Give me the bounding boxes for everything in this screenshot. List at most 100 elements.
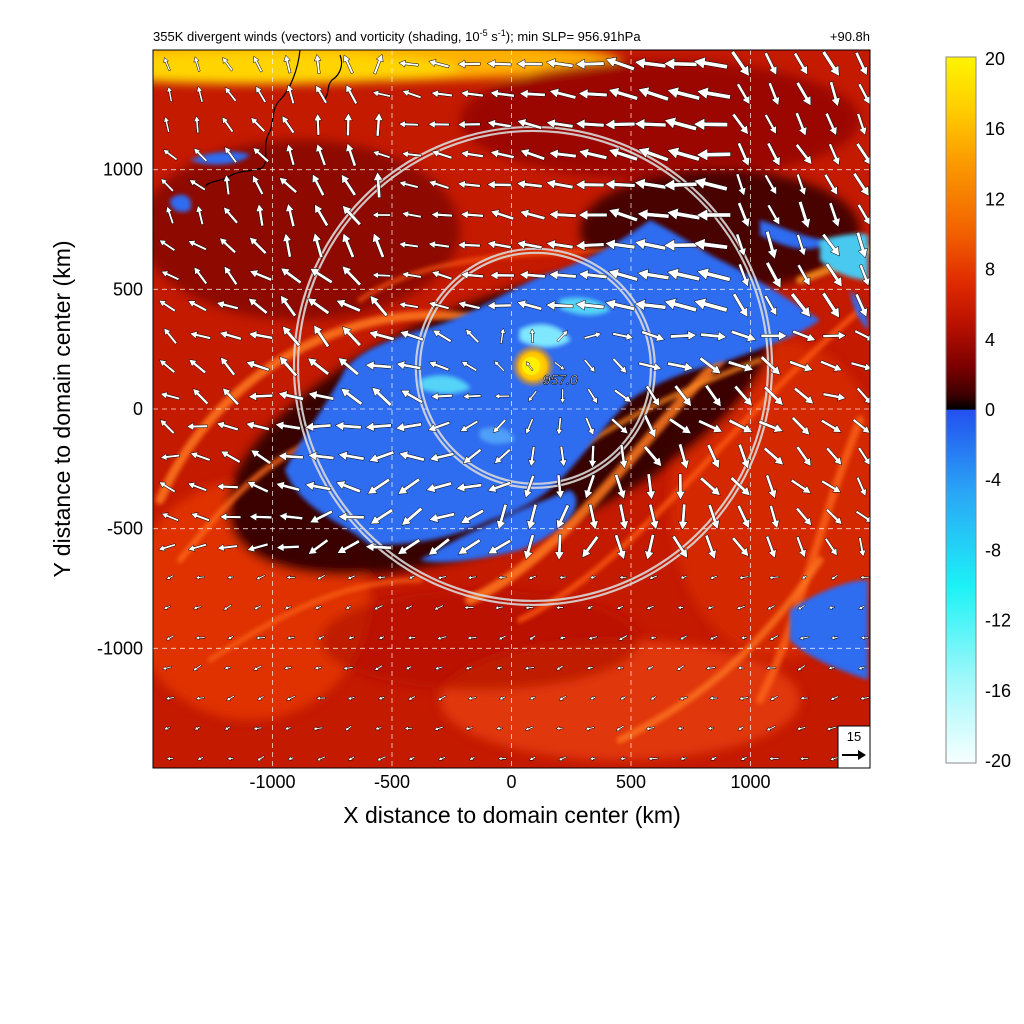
- wind-vector: [791, 329, 817, 342]
- wind-vector: [189, 330, 212, 340]
- wind-vector: [395, 360, 422, 371]
- wind-vector: [342, 665, 354, 671]
- wind-vector: [859, 574, 870, 580]
- wind-vector: [645, 473, 656, 501]
- wind-vector: [398, 240, 419, 249]
- wind-vector: [162, 149, 178, 161]
- title-exponent-1: -5: [480, 28, 488, 38]
- wind-vector: [588, 445, 598, 469]
- wind-vector: [704, 384, 722, 408]
- wind-vector: [161, 512, 180, 522]
- wind-vector: [614, 533, 627, 561]
- wind-vector: [736, 605, 746, 611]
- plot-area: 957.0: [153, 50, 870, 768]
- wind-vector: [619, 695, 627, 701]
- wind-vector: [408, 756, 416, 761]
- wind-vector: [677, 443, 690, 470]
- wind-vector: [428, 300, 450, 310]
- wind-vector: [796, 726, 806, 731]
- wind-vector: [634, 298, 667, 312]
- wind-vector: [313, 53, 322, 74]
- wind-vector: [313, 113, 323, 136]
- wind-vector: [737, 201, 751, 228]
- wind-vector: [555, 474, 565, 500]
- wind-vector: [166, 574, 175, 580]
- wind-vector: [768, 756, 780, 762]
- wind-vector: [519, 269, 546, 281]
- wind-vector: [733, 384, 753, 407]
- wind-vector: [190, 451, 211, 462]
- wind-vector: [369, 295, 389, 317]
- wind-vector: [428, 179, 450, 190]
- wind-vector: [460, 270, 484, 280]
- wind-vector: [676, 605, 684, 611]
- wind-vector: [634, 238, 667, 251]
- reference-vector-label: 15: [847, 729, 861, 744]
- wind-vector: [586, 665, 594, 671]
- wind-vector: [223, 174, 232, 196]
- wind-vector: [577, 88, 608, 100]
- wind-vector: [159, 419, 176, 435]
- wind-vector: [486, 239, 512, 250]
- wind-vector: [282, 232, 292, 258]
- wind-vector: [196, 756, 204, 761]
- plot-frame: [152, 49, 871, 769]
- wind-vector: [796, 664, 806, 671]
- wind-vector: [316, 755, 326, 762]
- wind-vector: [548, 209, 577, 221]
- wind-vector: [524, 725, 535, 731]
- wind-vector: [613, 388, 632, 403]
- wind-vector: [556, 330, 569, 343]
- wind-vector: [559, 635, 567, 641]
- wind-vector: [457, 119, 481, 129]
- wind-vector: [427, 420, 451, 433]
- y-tick-label: 1000: [103, 160, 143, 180]
- wind-vector: [255, 635, 266, 641]
- wind-vector: [223, 665, 231, 671]
- wind-vector: [643, 445, 662, 467]
- wind-vector: [345, 142, 357, 167]
- wind-vector: [858, 264, 870, 287]
- wind-vector: [285, 574, 296, 580]
- y-tick-label: 0: [133, 399, 143, 419]
- wind-vector: [663, 238, 698, 252]
- wind-vector: [374, 725, 383, 731]
- wind-vector: [795, 173, 807, 196]
- wind-vector: [764, 113, 777, 135]
- y-tick-label: -1000: [97, 638, 143, 658]
- wind-vector: [460, 89, 484, 99]
- wind-vector: [795, 143, 813, 165]
- wind-vector: [700, 331, 728, 342]
- wind-vector: [854, 293, 868, 318]
- wind-vector: [428, 512, 456, 523]
- x-tick-label: -1000: [249, 772, 295, 792]
- wind-vector: [647, 756, 659, 762]
- wind-vector: [709, 574, 718, 580]
- wind-vector: [529, 695, 536, 701]
- wind-vector: [519, 88, 546, 100]
- wind-vector: [253, 604, 262, 610]
- wind-vector: [186, 422, 208, 431]
- wind-vector: [545, 300, 574, 311]
- wind-vector: [249, 269, 273, 282]
- wind-vector: [763, 51, 778, 76]
- wind-vector: [649, 695, 657, 701]
- title-part-3: ); min SLP= 956.91hPa: [506, 29, 642, 44]
- colorbar-tick-label: 4: [985, 330, 995, 350]
- wind-vector: [667, 146, 701, 162]
- wind-vector: [646, 665, 655, 671]
- wind-vector: [226, 574, 234, 580]
- forecast-hour-label: +90.8h: [830, 29, 870, 44]
- wind-vector: [400, 389, 424, 404]
- wind-vector: [457, 300, 481, 310]
- wind-vector: [616, 604, 624, 610]
- wind-vector: [494, 393, 510, 400]
- wind-vector: [190, 512, 211, 522]
- wind-vector: [768, 575, 780, 580]
- wind-vector: [608, 87, 639, 101]
- wind-vector: [666, 207, 701, 221]
- wind-vector: [278, 511, 303, 522]
- wind-vector: [795, 536, 807, 558]
- wind-vector: [194, 635, 206, 641]
- wind-vector: [766, 204, 780, 226]
